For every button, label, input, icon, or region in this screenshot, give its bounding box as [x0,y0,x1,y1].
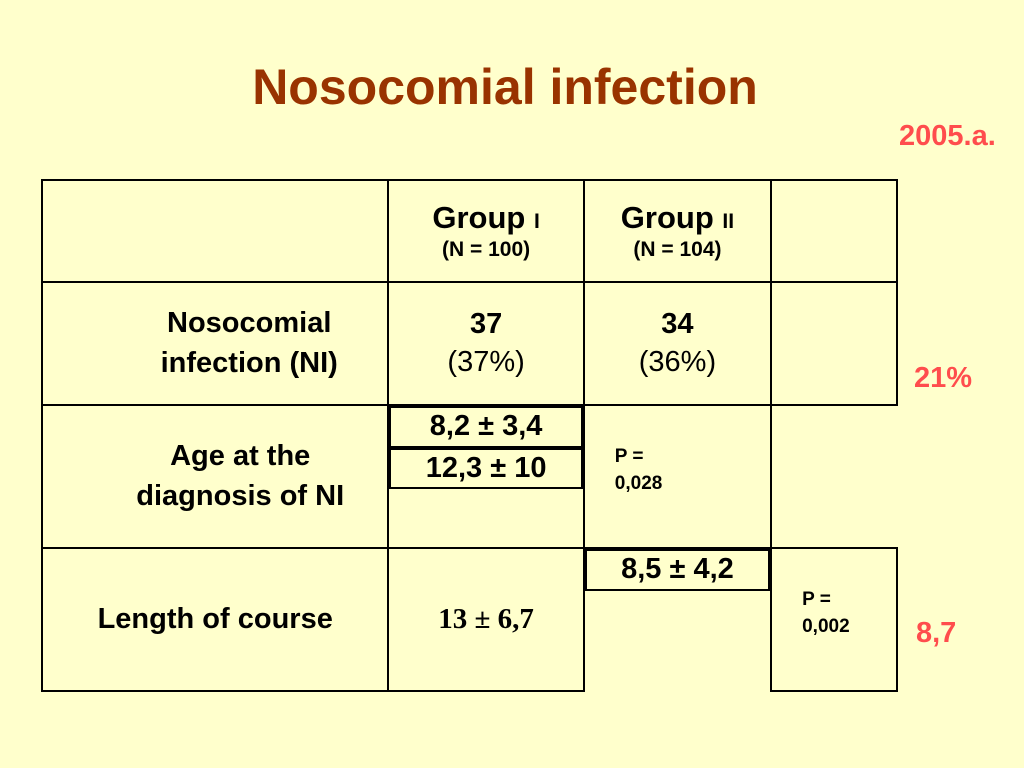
row-label-ni-line-2: infection (NI) [160,346,338,379]
slide-title: Nosocomial infection [252,59,758,115]
row-label-age: Age at the diagnosis of NI [40,404,390,550]
ni-group-2-count: 34 [661,307,694,340]
table-row: Nosocomial infection (NI) 37 (37%) 34 (3… [40,280,898,407]
group-2-name: Group [620,199,723,235]
ni-group-2-pct: (36%) [638,345,717,378]
ni-group-1-cell: 37 (37%) [387,280,585,407]
length-group-1-value: 13 ± 6,7 [387,547,585,692]
group-1-header: Group I (N = 100) [387,179,585,283]
group-2-numeral: II [722,209,735,233]
age-p-value: P = 0,028 [582,404,773,550]
length-side-note: 8,7 [916,617,957,649]
age-p-number: 0,028 [614,472,663,494]
row-label-ni: Nosocomial infection (NI) [40,280,390,407]
row-label-age-line-1: Age at the [170,440,311,473]
age-p-label: P = [614,446,644,468]
ni-group-1-count: 37 [469,307,503,340]
row-label-length: Length of course [40,547,390,692]
row-label-ni-line-1: Nosocomial [167,307,332,340]
length-p-number: 0,002 [802,615,850,637]
table-row: Length of course 13 ± 6,7 8,5 ± 4,2 P = … [40,547,898,692]
group-2-n: (N = 104) [633,237,722,261]
results-table: Group I (N = 100) Group II (N = 104) Nos… [40,179,898,692]
ni-group-1-pct: (37%) [447,345,525,378]
year-note: 2005.a. [899,120,996,152]
age-group-2-value: 12,3 ± 10 [389,447,583,490]
ni-group-2-cell: 34 (36%) [582,280,773,407]
group-1-numeral: I [533,209,540,233]
table-row: Age at the diagnosis of NI 8,2 ± 3,4 12,… [40,404,897,550]
group-2-header: Group II (N = 104) [582,179,773,283]
p-header-cell [770,179,898,283]
length-group-2-value: 8,5 ± 4,2 [584,549,771,591]
group-1-n: (N = 100) [442,237,531,261]
ni-p-cell [770,280,898,407]
table-header-row: Group I (N = 100) Group II (N = 104) [40,179,898,283]
empty-header-cell [40,179,390,283]
group-1-name: Group [432,199,534,235]
length-p-value: P = 0,002 [770,547,898,692]
row-label-age-line-2: diagnosis of NI [136,479,345,512]
ni-side-note: 21% [914,362,973,394]
length-p-label: P = [802,589,831,611]
age-group-1-value: 8,2 ± 3,4 [389,406,583,448]
